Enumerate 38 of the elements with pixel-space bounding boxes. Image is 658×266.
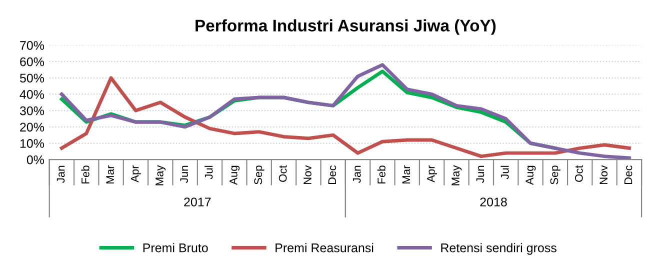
text: 2017 <box>184 198 211 206</box>
x-tick-label: Apr <box>130 165 141 182</box>
x-tick-label: Jun <box>476 166 484 183</box>
x-tick-label: Sep <box>550 166 560 184</box>
x-tick-label: Sep <box>254 166 264 184</box>
x-tick-label: Dec <box>624 165 632 184</box>
x-tick-label: Jan <box>353 166 361 183</box>
x-tick-label: Jul <box>204 166 213 180</box>
x-tick-label: Oct <box>574 165 583 182</box>
x-tick-label: Mar <box>402 165 410 184</box>
y-tick-label: 60% <box>20 57 44 66</box>
x-tick-label: May <box>452 165 462 186</box>
y-tick-label: 10% <box>20 139 44 148</box>
x-tick-label: Feb <box>377 166 386 184</box>
x-tick-label: Dec <box>328 165 336 184</box>
x-tick-label: Jun <box>180 166 188 183</box>
x-tick-label: Nov <box>600 165 608 184</box>
x-tick-label: Jan <box>56 166 65 183</box>
y-tick-label: 20% <box>20 122 44 132</box>
y-tick-label: 50% <box>20 74 44 83</box>
x-tick-label: Aug <box>526 166 536 185</box>
legend-label: Retensi sendiri gross <box>441 243 556 255</box>
y-tick-label: 30% <box>20 106 44 116</box>
x-tick-label: Nov <box>304 165 312 184</box>
x-tick-label: Mar <box>106 165 114 184</box>
x-tick-label: Oct <box>278 165 287 182</box>
legend-label: Premi Reasuransi <box>276 243 374 252</box>
x-tick-label: Aug <box>230 166 240 185</box>
x-tick-label: May <box>156 165 166 186</box>
text: 2018 <box>480 198 507 206</box>
y-tick-label: 70% <box>20 41 44 50</box>
x-tick-label: Jul <box>500 166 509 180</box>
y-tick-label: 40% <box>20 90 44 99</box>
chart-title: Performa Industri Asuransi Jiwa (YoY) <box>196 19 496 35</box>
x-tick-label: Feb <box>81 166 90 184</box>
x-tick-label: Apr <box>427 165 437 182</box>
y-tick-label: 0% <box>26 155 44 164</box>
legend-label: Premi Bruto <box>143 243 208 252</box>
